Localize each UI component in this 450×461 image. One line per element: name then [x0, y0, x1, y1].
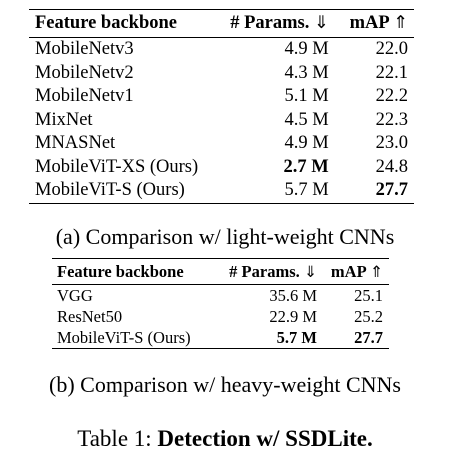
- table-heavy-weight-cnns: Feature backbone # Params. ⇓ mAP ⇑ VGG 3…: [52, 258, 389, 349]
- table-caption: Table 1: Detection w/ SSDLite.: [0, 426, 450, 452]
- cell-map: 25.2: [354, 307, 383, 326]
- table-row: MobileNetv2 4.3 M 22.1: [29, 62, 414, 86]
- table-light-weight-cnns: Feature backbone # Params. ⇓ mAP ⇑ Mobil…: [29, 9, 414, 204]
- table-row: MixNet 4.5 M 22.3: [29, 109, 414, 133]
- cell-params: 5.7 M: [276, 328, 317, 347]
- header-feature-backbone: Feature backbone: [29, 9, 220, 38]
- cell-backbone: MixNet: [35, 109, 93, 130]
- subcaption-a: (a) Comparison w/ light-weight CNNs: [55, 224, 395, 249]
- table-caption-title: Detection w/ SSDLite.: [157, 426, 373, 451]
- down-arrow-icon: ⇓: [303, 262, 317, 281]
- header-map: mAP ⇑: [321, 258, 389, 285]
- cell-map: 22.1: [375, 62, 408, 83]
- subcaption-b: (b) Comparison w/ heavy-weight CNNs: [49, 372, 401, 397]
- cell-backbone: MobileNetv2: [35, 62, 134, 83]
- header-map-label: mAP: [330, 262, 366, 281]
- header-map-label: mAP: [349, 13, 389, 33]
- table-row: MobileNetv3 4.9 M 22.0: [29, 38, 414, 62]
- header-params-label: # Params.: [229, 262, 300, 281]
- cell-params: 22.9 M: [269, 307, 317, 326]
- table-row: MNASNet 4.9 M 23.0: [29, 132, 414, 156]
- cell-backbone: MNASNet: [35, 133, 116, 153]
- cell-params: 5.7 M: [284, 180, 329, 200]
- header-feature-backbone: Feature backbone: [52, 258, 207, 285]
- header-params: # Params. ⇓: [207, 258, 321, 285]
- cell-backbone: MobileNetv3: [35, 39, 134, 59]
- cell-backbone: ResNet50: [57, 307, 123, 326]
- cell-params: 5.1 M: [284, 86, 329, 106]
- up-arrow-icon: ⇑: [369, 262, 383, 281]
- table-row: ResNet50 22.9 M 25.2: [52, 306, 389, 327]
- cell-map: 24.8: [375, 156, 408, 177]
- table-row: MobileNetv1 5.1 M 22.2: [29, 85, 414, 109]
- cell-params: 4.9 M: [284, 133, 329, 153]
- table-caption-prefix: Table 1:: [77, 426, 158, 451]
- table-row: MobileViT-S (Ours) 5.7 M 27.7: [29, 179, 414, 203]
- cell-map: 23.0: [375, 133, 408, 153]
- cell-backbone: MobileViT-XS (Ours): [35, 156, 199, 177]
- cell-params: 35.6 M: [269, 286, 317, 305]
- cell-params: 4.5 M: [284, 109, 329, 130]
- cell-map: 22.3: [375, 109, 408, 130]
- cell-map: 25.1: [354, 286, 383, 305]
- up-arrow-icon: ⇑: [393, 13, 408, 33]
- table-header-row: Feature backbone # Params. ⇓ mAP ⇑: [29, 9, 414, 38]
- cell-backbone: MobileNetv1: [35, 86, 134, 106]
- cell-map: 27.7: [354, 328, 383, 347]
- cell-backbone: VGG: [57, 286, 93, 305]
- cell-params: 2.7 M: [283, 156, 329, 177]
- cell-map: 27.7: [375, 180, 408, 200]
- header-params-label: # Params.: [230, 13, 310, 33]
- cell-params: 4.3 M: [284, 62, 329, 83]
- header-map: mAP ⇑: [332, 9, 414, 38]
- cell-map: 22.2: [375, 86, 408, 106]
- cell-map: 22.0: [375, 39, 408, 59]
- table-row: MobileViT-S (Ours) 5.7 M 27.7: [52, 327, 389, 349]
- table-row: VGG 35.6 M 25.1: [52, 285, 389, 307]
- cell-backbone: MobileViT-S (Ours): [57, 328, 191, 347]
- table-header-row: Feature backbone # Params. ⇓ mAP ⇑: [52, 258, 389, 285]
- cell-backbone: MobileViT-S (Ours): [35, 180, 185, 200]
- cell-params: 4.9 M: [284, 39, 329, 59]
- down-arrow-icon: ⇓: [313, 13, 329, 33]
- header-params: # Params. ⇓: [219, 9, 333, 38]
- table-row: MobileViT-XS (Ours) 2.7 M 24.8: [29, 156, 414, 180]
